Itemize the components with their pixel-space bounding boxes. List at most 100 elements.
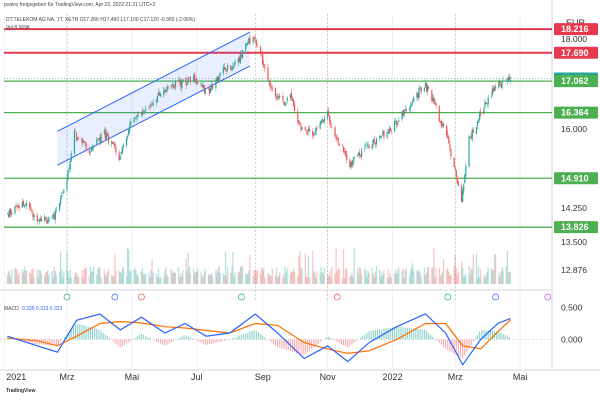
volume-bar [114,254,116,284]
volume-bar [8,272,11,284]
volume-bar [54,271,56,284]
volume-bar [31,269,33,284]
volume-bar [174,272,177,284]
candle-body [419,87,421,88]
volume-bar [155,273,157,284]
volume-bar [267,272,269,284]
macd-histogram-bar [404,327,406,340]
candle-body [493,86,496,91]
volume-bar [289,273,291,284]
volume-bar [509,272,512,284]
volume-bar [36,269,38,284]
volume-bar [7,270,10,284]
candle-body [329,115,331,122]
time-axis-label: 2021 [6,372,26,382]
volume-bar [17,275,19,284]
volume-bar [382,274,384,284]
candle-body [32,212,34,217]
macd-histogram-bar [366,332,368,340]
volume-bar [292,269,295,284]
candle-body [128,129,130,136]
channel-upper-line [57,31,251,132]
macd-histogram-bar [202,339,204,344]
volume-bar [137,276,139,284]
volume-bar [342,249,345,284]
candle-body [174,81,177,88]
volume-bar [389,273,391,284]
macd-histogram-bar [87,326,89,340]
macd-histogram-bar [164,339,166,346]
candle-body [134,118,136,119]
volume-bar [449,275,451,284]
candle-body [361,149,363,157]
volume-bar [37,276,39,284]
volume-bar [490,267,492,284]
volume-bar [189,273,191,284]
volume-bar [408,276,411,284]
candle-body [52,215,54,218]
candle-body [331,127,333,129]
candle-body [275,97,278,98]
volume-bar [148,272,150,284]
macd-histogram-bar [49,339,51,346]
volume-bar [246,274,248,284]
candle-body [490,96,492,97]
macd-histogram-bar [313,339,315,348]
volume-bar [104,273,106,284]
volume-bar [203,272,205,284]
volume-bar [156,277,159,284]
macd-histogram-bar [119,339,121,348]
candle-body [412,100,414,103]
volume-bar [316,271,318,284]
volume-bar [151,259,153,284]
volume-bar [453,266,455,284]
volume-bar [440,274,442,284]
candle-body [285,101,287,103]
candle-body [442,124,445,127]
candle-body [292,99,295,106]
price-tag-bg [554,172,598,185]
volume-bar [255,271,257,284]
candle-body [449,144,451,148]
candle-body [149,107,151,108]
macd-histogram-bar [411,328,413,340]
candle-body [439,121,441,123]
macd-histogram-bar [60,339,62,343]
volume-bar [329,270,331,284]
price-tag-17.062: 17.062 [561,76,589,86]
volume-bar [254,270,256,284]
candle-body [433,98,435,102]
volume-bar [283,277,285,284]
volume-bar [256,270,258,284]
volume-bar [312,250,314,284]
volume-bar [485,274,487,284]
candle-body [441,123,444,126]
macd-histogram-bar [413,328,415,340]
candle-body [158,92,161,96]
macd-histogram-bar [400,327,402,340]
macd-histogram-bar [198,339,200,342]
volume-bar [165,267,167,284]
candle-body [196,78,198,84]
macd-histogram-bar [111,339,113,341]
volume-bar [501,267,503,284]
candle-body [322,120,324,123]
candle-body [396,120,398,126]
candle-body [30,207,32,211]
candle-body [383,130,385,138]
volume-bar [508,271,511,284]
candle-body [140,113,143,116]
price-tag-bg [554,221,598,234]
volume-bar [383,270,385,284]
macd-histogram-bar [462,339,464,359]
volume-bar [274,275,277,284]
candle-body [389,127,391,132]
macd-histogram-bar [270,339,272,343]
volume-bar [470,268,472,284]
macd-histogram-bar [30,339,32,343]
volume-bar [357,273,360,284]
macd-histogram-bar [236,336,238,340]
volume-bar [398,266,400,284]
candle-body [223,67,226,70]
